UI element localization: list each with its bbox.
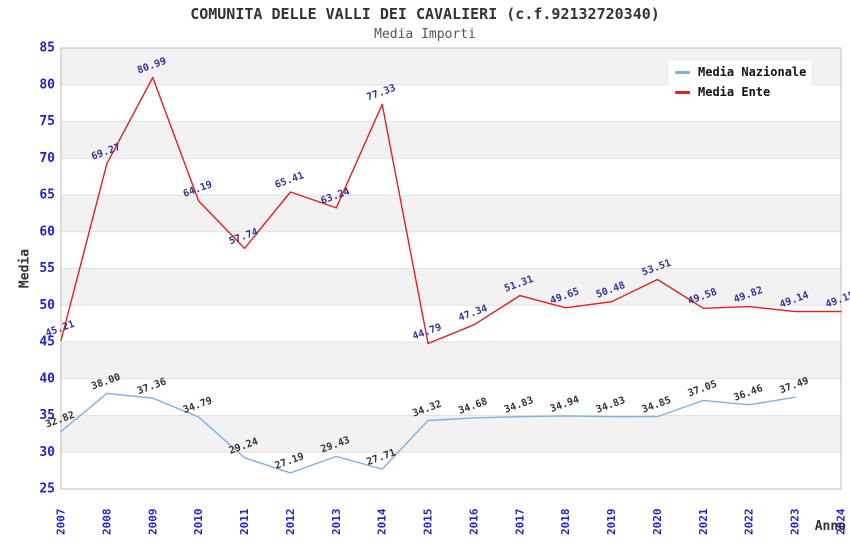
x-tick-label: 2010	[192, 509, 205, 536]
x-tick-label: 2024	[835, 508, 848, 535]
x-tick-label: 2017	[513, 509, 526, 536]
x-tick-label: 2008	[100, 509, 113, 536]
y-tick-label: 30	[39, 445, 55, 460]
chart-title: COMUNITA DELLE VALLI DEI CAVALIERI (c.f.…	[190, 5, 660, 23]
y-tick-label: 65	[39, 188, 55, 203]
y-axis-title: Media	[18, 249, 33, 288]
x-tick-label: 2013	[330, 509, 343, 536]
legend-label: Media Ente	[698, 85, 771, 99]
x-tick-label: 2012	[284, 509, 297, 536]
x-tick-label: 2021	[697, 508, 710, 535]
x-axis-title: Anno	[815, 519, 846, 534]
x-tick-label: 2016	[467, 508, 480, 535]
legend: Media Nazionale Media Ente	[669, 61, 811, 103]
grid-band	[61, 452, 841, 489]
y-tick-label: 40	[39, 371, 55, 386]
y-tick-label: 80	[39, 77, 55, 92]
grid-band	[61, 268, 841, 306]
grid-band	[61, 415, 841, 453]
y-tick-label: 35	[39, 408, 55, 423]
x-tick-label: 2014	[376, 508, 389, 535]
grid-band	[61, 231, 841, 269]
legend-item-media-nazionale: Media Nazionale	[675, 64, 807, 80]
grid-band	[61, 195, 841, 232]
x-tick-label: 2019	[605, 509, 618, 536]
line-swatch-icon	[675, 90, 690, 94]
media-nazionale-line	[60, 392, 796, 474]
x-tick-label: 2009	[146, 509, 159, 536]
grid-band	[61, 305, 841, 342]
x-tick-label: 2007	[55, 509, 68, 536]
media-ente-line	[60, 76, 842, 345]
x-tick-label: 2015	[422, 509, 435, 536]
y-tick-label: 75	[39, 114, 55, 129]
y-tick-label: 60	[39, 224, 55, 239]
line-swatch-icon	[675, 70, 690, 74]
x-tick-label: 2011	[238, 508, 251, 535]
y-tick-label: 45	[39, 335, 55, 350]
x-tick-label: 2020	[651, 509, 664, 536]
plot-border	[60, 47, 842, 490]
y-tick-label: 55	[39, 261, 55, 276]
legend-item-media-ente: Media Ente	[675, 84, 805, 100]
y-tick-label: 50	[39, 298, 55, 313]
chart-subtitle: Media Importi	[374, 27, 476, 42]
legend-label: Media Nazionale	[698, 65, 807, 79]
x-tick-label: 2023	[789, 509, 802, 536]
y-tick-label: 85	[39, 41, 55, 56]
grid-band	[61, 158, 841, 195]
x-tick-label: 2018	[559, 509, 572, 536]
grid-band	[61, 378, 841, 416]
y-tick-label: 25	[39, 482, 55, 497]
y-tick-label: 70	[39, 151, 55, 166]
grid-band	[61, 121, 841, 159]
grid-band	[61, 342, 841, 379]
x-tick-label: 2022	[743, 509, 756, 536]
